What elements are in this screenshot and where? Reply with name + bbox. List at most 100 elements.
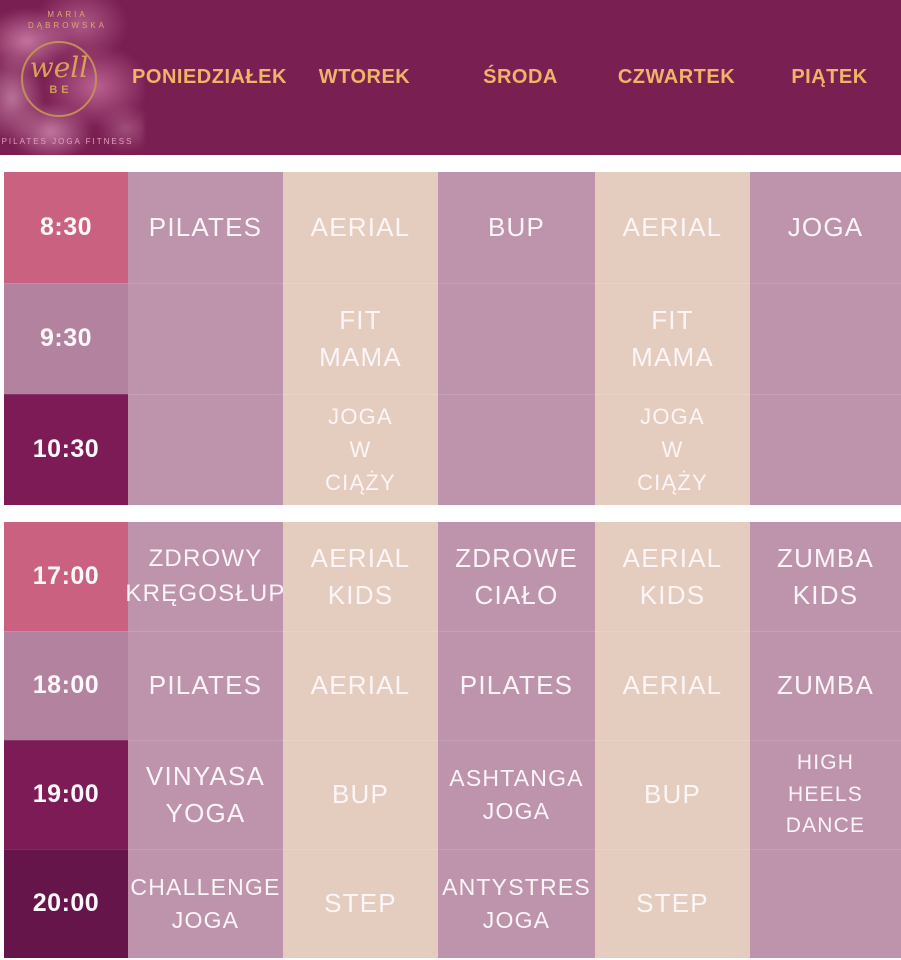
event-cell-mon-1030 [128, 394, 283, 505]
day-header-wtorek: WTOREK [318, 66, 411, 88]
event-cell-mon-1800: PILATES [128, 631, 283, 740]
time-cell: 19:00 [4, 740, 128, 849]
event-label: ASHTANGA JOGA [449, 764, 584, 824]
event-cell-mon-1900: VINYASA YOGA [128, 740, 283, 849]
event-label: ZUMBA KIDS [777, 542, 874, 610]
time-cell: 20:00 [4, 849, 128, 958]
brand-name-line2: DĄBROWSKA [27, 21, 107, 30]
time-label: 19:00 [32, 780, 100, 808]
event-cell-thu-1700: AERIAL KIDS [595, 522, 750, 631]
logo-circle-icon: well BE [21, 41, 97, 117]
event-cell-mon-1700: ZDROWY KRĘGOSŁUP [125, 522, 286, 631]
time-label: 17:00 [32, 562, 100, 590]
evening-schedule-block: 17:00 ZDROWY KRĘGOSŁUP AERIAL KIDS ZDROW… [0, 522, 901, 958]
logo-script-text: well [29, 51, 89, 84]
event-label: CHALLENGE JOGA [130, 873, 281, 933]
event-cell-fri-930 [750, 283, 901, 394]
event-label: ANTYSTRES JOGA [442, 873, 591, 933]
event-cell-mon-930 [128, 283, 283, 394]
table-row-2000: 20:00 CHALLENGE JOGA STEP ANTYSTRES JOGA… [4, 849, 901, 958]
event-cell-tue-1700: AERIAL KIDS [283, 522, 438, 631]
event-label: AERIAL [622, 670, 723, 701]
logo-tagline: PILATES JOGA FITNESS [1, 137, 134, 146]
event-cell-wed-2000: ANTYSTRES JOGA [438, 849, 595, 958]
event-cell-tue-930: FIT MAMA [283, 283, 438, 394]
event-cell-wed-1030 [438, 394, 595, 505]
event-label: PILATES [148, 670, 263, 701]
event-cell-wed-1900: ASHTANGA JOGA [438, 740, 595, 849]
block-separator-gap [0, 505, 901, 522]
table-row-930: 9:30 FIT MAMA FIT MAMA [4, 283, 901, 394]
event-label: AERIAL KIDS [622, 542, 723, 610]
event-label: AERIAL KIDS [310, 542, 411, 610]
header-table-gap [0, 155, 901, 172]
event-label: JOGA W CIĄŻY [637, 404, 708, 495]
brand-name: MARIA DĄBROWSKA [0, 9, 135, 31]
table-row-1030: 10:30 JOGA W CIĄŻY JOGA W CIĄŻY [4, 394, 901, 505]
event-label: PILATES [148, 212, 263, 243]
event-label: BUP [331, 779, 390, 810]
time-label: 18:00 [32, 671, 100, 699]
time-label: 8:30 [39, 213, 93, 241]
event-label: AERIAL [310, 670, 411, 701]
time-cell: 18:00 [4, 631, 128, 740]
event-cell-thu-830: AERIAL [595, 172, 750, 283]
event-cell-wed-1800: PILATES [438, 631, 595, 740]
day-header-piatek: PIĄTEK [791, 66, 868, 88]
time-cell: 17:00 [4, 522, 128, 631]
event-cell-thu-1030: JOGA W CIĄŻY [595, 394, 750, 505]
event-label: AERIAL [622, 212, 723, 243]
event-label: VINYASA YOGA [145, 760, 266, 828]
event-cell-wed-1700: ZDROWE CIAŁO [438, 522, 595, 631]
logo-sub-text: BE [49, 84, 73, 96]
brand-name-line1: MARIA [47, 10, 88, 19]
event-cell-wed-930 [438, 283, 595, 394]
event-cell-thu-2000: STEP [595, 849, 750, 958]
morning-schedule-block: 8:30 PILATES AERIAL BUP AERIAL JOGA 9:30… [0, 172, 901, 505]
event-label: BUP [487, 212, 546, 243]
event-cell-fri-2000 [750, 849, 901, 958]
event-cell-tue-1030: JOGA W CIĄŻY [283, 394, 438, 505]
event-cell-mon-830: PILATES [128, 172, 283, 283]
event-cell-tue-2000: STEP [283, 849, 438, 958]
time-label: 10:30 [32, 435, 100, 463]
header-bar: MARIA DĄBROWSKA well BE PILATES JOGA FIT… [0, 0, 901, 155]
event-label: ZDROWY KRĘGOSŁUP [125, 545, 286, 607]
event-cell-fri-1700: ZUMBA KIDS [750, 522, 901, 631]
event-label: ZUMBA [777, 670, 874, 701]
time-cell: 10:30 [4, 394, 128, 505]
event-label: FIT MAMA [319, 304, 402, 372]
event-label: JOGA W CIĄŻY [325, 404, 396, 495]
event-cell-thu-1900: BUP [595, 740, 750, 849]
day-header-czwartek: CZWARTEK [617, 66, 736, 88]
event-cell-fri-1030 [750, 394, 901, 505]
event-cell-fri-1900: HIGH HEELS DANCE [750, 740, 901, 849]
event-cell-tue-1800: AERIAL [283, 631, 438, 740]
event-label: BUP [643, 779, 702, 810]
event-label: FIT MAMA [631, 304, 714, 372]
table-row-1700: 17:00 ZDROWY KRĘGOSŁUP AERIAL KIDS ZDROW… [4, 522, 901, 631]
event-label: PILATES [459, 670, 574, 701]
studio-logo: MARIA DĄBROWSKA well BE PILATES JOGA FIT… [0, 0, 144, 155]
event-cell-tue-830: AERIAL [283, 172, 438, 283]
table-row-1900: 19:00 VINYASA YOGA BUP ASHTANGA JOGA BUP… [4, 740, 901, 849]
event-label: HIGH HEELS DANCE [785, 751, 866, 838]
event-label: STEP [324, 888, 397, 919]
table-row-1800: 18:00 PILATES AERIAL PILATES AERIAL ZUMB… [4, 631, 901, 740]
day-header-poniedzialek: PONIEDZIAŁEK [132, 66, 287, 88]
event-cell-thu-930: FIT MAMA [595, 283, 750, 394]
event-label: JOGA [787, 212, 864, 243]
event-cell-fri-830: JOGA [750, 172, 901, 283]
day-header-sroda: ŚRODA [483, 66, 558, 88]
event-label: STEP [636, 888, 709, 919]
event-cell-mon-2000: CHALLENGE JOGA [128, 849, 283, 958]
event-cell-fri-1800: ZUMBA [750, 631, 901, 740]
event-label: ZDROWE CIAŁO [455, 542, 578, 610]
event-cell-thu-1800: AERIAL [595, 631, 750, 740]
event-cell-tue-1900: BUP [283, 740, 438, 849]
event-label: AERIAL [310, 212, 411, 243]
day-header-row: PONIEDZIAŁEK WTOREK ŚRODA CZWARTEK PIĄTE… [132, 0, 901, 155]
time-cell: 8:30 [4, 172, 128, 283]
table-row-830: 8:30 PILATES AERIAL BUP AERIAL JOGA [4, 172, 901, 283]
event-cell-wed-830: BUP [438, 172, 595, 283]
